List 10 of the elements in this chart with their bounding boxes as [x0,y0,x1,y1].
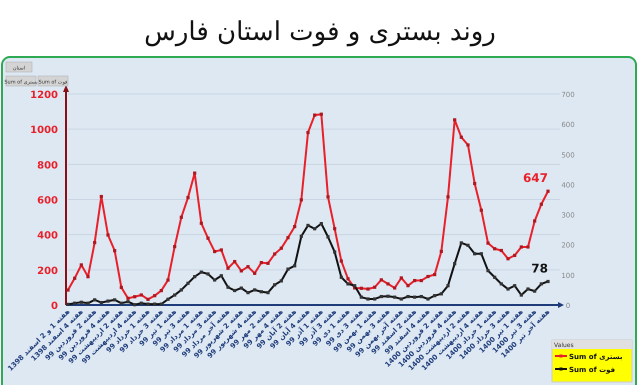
data-label: 647 [522,171,548,186]
data-label: 78 [531,261,548,276]
y-tick-label: 1200 [30,90,58,101]
chart-title: روند بستری و فوت استان فارس [144,17,496,47]
y-tick-label: 1000 [30,125,58,136]
y-tick-label: 800 [37,160,58,172]
y-tick-label: 0 [51,301,58,312]
y-tick-label: 400 [37,230,58,242]
y-tick-label: 200 [37,266,58,277]
y-tick-label: 600 [37,196,58,206]
